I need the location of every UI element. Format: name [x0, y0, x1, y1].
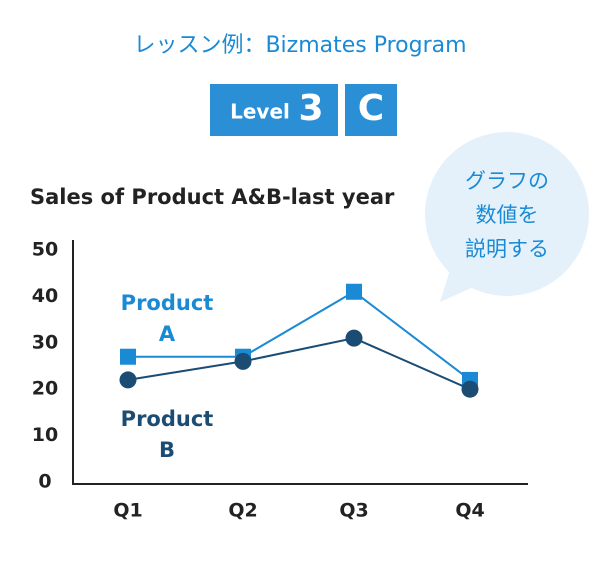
bubble-text: 説明する: [465, 237, 549, 261]
x-tick-label: Q3: [339, 500, 368, 522]
speech-bubble: [425, 132, 589, 296]
level-box: [210, 84, 338, 136]
series-label: Product A: [120, 291, 214, 346]
series-label: Product B: [120, 407, 214, 462]
y-tick-label: 20: [32, 378, 58, 400]
marker: [346, 283, 362, 300]
x-tick-label: Q4: [455, 500, 484, 522]
bubble-text: 数値を: [476, 203, 539, 227]
level-class: C: [358, 88, 384, 129]
series-line: [128, 290, 471, 381]
y-tick-label: 10: [32, 424, 58, 446]
y-tick-label: 50: [32, 239, 58, 261]
y-tick-label: 40: [32, 285, 58, 307]
bubble-tail: [440, 270, 478, 302]
marker: [119, 371, 137, 389]
x-tick-label: Q2: [228, 500, 257, 522]
level-label: Level: [230, 100, 290, 124]
x-tick-label: Q1: [113, 500, 142, 522]
series-line: [127, 337, 471, 391]
header-title: レッスン例：Bizmates Program: [133, 33, 466, 58]
marker: [461, 380, 479, 398]
class-box: [345, 84, 397, 136]
chart-title: Sales of Product A&B-last year: [30, 185, 395, 209]
bubble-text: グラフの: [465, 169, 549, 193]
level-value: 3: [298, 88, 323, 129]
y-tick-label: 30: [32, 331, 58, 353]
marker: [345, 329, 363, 347]
y-tick-label: 0: [38, 471, 51, 493]
marker: [234, 352, 252, 370]
marker: [120, 348, 136, 365]
